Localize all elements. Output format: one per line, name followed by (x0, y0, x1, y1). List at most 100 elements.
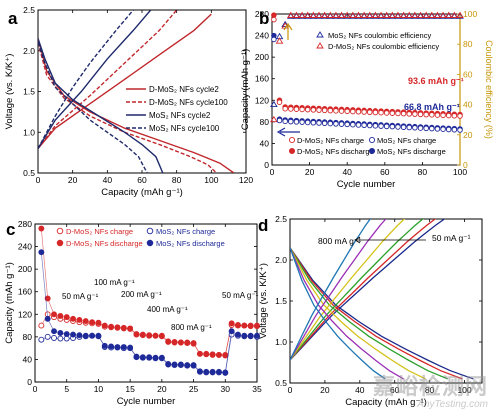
y-tick-label: 1.5 (23, 87, 35, 97)
x-tick-label: 100 (204, 175, 218, 185)
legend-label: MoS₂ NFs charge (156, 227, 215, 236)
capacity-point (171, 361, 178, 368)
capacity-point (114, 324, 121, 331)
capacity-point (196, 368, 203, 375)
capacity-point (338, 121, 345, 127)
capacity-point (350, 121, 356, 128)
capacity-point (417, 125, 424, 131)
capacity-point (127, 344, 134, 351)
capacity-point (316, 107, 322, 113)
capacity-point (333, 108, 339, 114)
x-axis-label: Cycle number (337, 179, 396, 190)
legend-marker (288, 136, 296, 144)
x-tick-label: 0 (288, 385, 293, 395)
series-line (290, 219, 424, 361)
series-line (290, 219, 406, 361)
series-line (290, 219, 437, 361)
capacity-point (51, 328, 57, 335)
capacity-point (412, 111, 418, 117)
capacity-point (333, 121, 339, 127)
series-line (290, 219, 387, 361)
x-tick-label: 80 (418, 167, 428, 177)
capacity-point (215, 351, 222, 358)
capacity-point (434, 112, 441, 118)
capacity-point (82, 318, 89, 325)
legend-label: D-MoS₂ NFs discharge (297, 147, 374, 156)
capacity-point (310, 119, 317, 126)
capacity-point (254, 332, 260, 339)
capacity-point (372, 123, 379, 129)
x-tick-label: 120 (239, 175, 253, 185)
y-tick-label: 2.0 (275, 255, 287, 265)
capacity-point (95, 319, 102, 326)
capacity-point (228, 328, 235, 335)
capacity-point (89, 332, 96, 339)
ce-point (428, 11, 436, 18)
capacity-point (457, 127, 463, 133)
legend-label: D-MoS₂ NFs discharge (66, 239, 143, 248)
capacity-point (271, 12, 277, 18)
capacity-point (310, 107, 317, 113)
x-tick-label: 0 (36, 175, 41, 185)
y2-axis-label: Coulombic efficiency (%) (484, 40, 494, 139)
series-line (290, 247, 386, 380)
series-line (38, 13, 212, 150)
capacity-point (63, 331, 70, 337)
ce-point (399, 11, 408, 18)
x-tick-label: 40 (355, 385, 365, 395)
capacity-point (383, 110, 390, 116)
ce-point (354, 11, 363, 18)
capacity-point (327, 107, 334, 114)
x-tick-label: 80 (425, 385, 435, 395)
x-tick-label: 30 (221, 384, 231, 394)
x-tick-label: 40 (342, 167, 352, 177)
capacity-point (139, 354, 146, 361)
y-tick-label: 0.5 (275, 378, 287, 388)
legend-marker (146, 239, 154, 247)
annotation: 50 mA g⁻¹ (432, 233, 471, 243)
capacity-point (38, 336, 45, 343)
capacity-point (139, 331, 146, 338)
ce-point (332, 11, 340, 18)
capacity-point (367, 109, 373, 116)
capacity-point (293, 119, 300, 125)
capacity-point (378, 109, 384, 116)
capacity-point (222, 351, 229, 358)
capacity-point (146, 354, 153, 361)
capacity-point (108, 323, 115, 330)
capacity-point (222, 369, 229, 376)
capacity-point (389, 123, 396, 130)
x-tick-label: 10 (94, 384, 104, 394)
x-tick-label: 35 (252, 384, 262, 394)
capacity-point (440, 126, 446, 132)
panel-c: 0 5 10 15 20 25 30 35 0 40 80 120 160 200 240 280 Cycle … (4, 219, 262, 407)
ce-point (422, 11, 430, 18)
capacity-point (276, 99, 283, 105)
ce-point (411, 11, 419, 18)
legend-marker (56, 227, 64, 235)
y-tick-label: 280 (255, 9, 269, 19)
capacity-point (171, 338, 178, 345)
legend-marker (368, 147, 376, 155)
capacity-point (203, 350, 210, 357)
capacity-point (304, 106, 311, 113)
ce-point (292, 11, 301, 18)
legend-label: MoS₂ NFs discharge (156, 239, 225, 248)
capacity-point (417, 111, 424, 118)
ce-point (298, 11, 306, 18)
capacity-point (235, 331, 241, 338)
capacity-point (457, 113, 463, 119)
capacity-point (101, 322, 108, 329)
capacity-point (299, 119, 305, 125)
capacity-point (57, 313, 64, 319)
legend-marker (368, 136, 376, 144)
capacity-point (288, 118, 294, 125)
ce-point (439, 11, 447, 18)
watermark-line1: 嘉峪检测网 (372, 374, 488, 399)
capacity-point (177, 361, 184, 368)
ce-point (377, 11, 385, 18)
capacity-point (82, 332, 89, 339)
capacity-point (247, 322, 254, 329)
capacity-point (293, 106, 300, 112)
